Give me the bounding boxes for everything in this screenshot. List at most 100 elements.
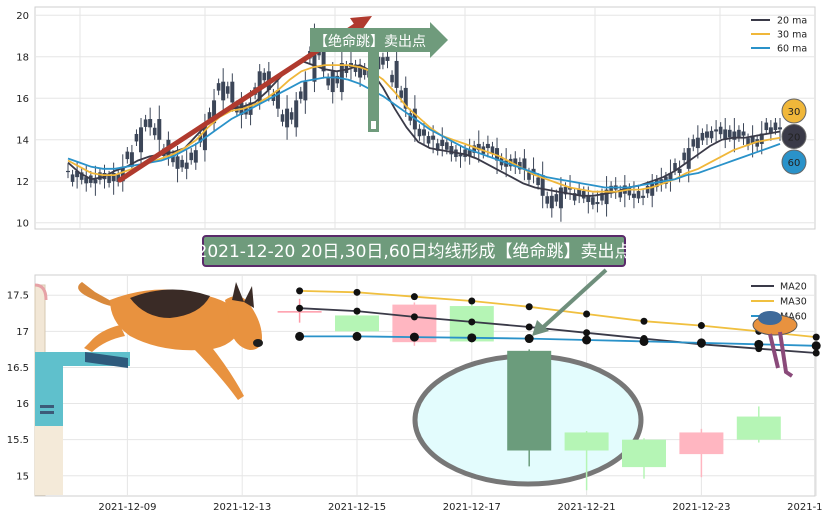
top-legend-label: 20 ma bbox=[777, 16, 807, 27]
bottom-candle-body bbox=[564, 432, 609, 451]
top-candle-body bbox=[595, 202, 600, 205]
bottom-series-point bbox=[583, 329, 591, 337]
top-candle-body bbox=[577, 189, 582, 196]
top-candle-body bbox=[289, 112, 294, 120]
bottom-y-tick-label: 16 bbox=[16, 399, 29, 410]
callout-pointer-head bbox=[532, 320, 549, 336]
top-candle-body bbox=[704, 131, 709, 138]
bottom-y-tick-label: 16.5 bbox=[7, 363, 29, 374]
annotation-down-bar bbox=[368, 52, 379, 132]
bottom-series-point bbox=[812, 349, 820, 357]
bottom-legend-label: MA30 bbox=[780, 297, 807, 308]
top-candle-body bbox=[390, 74, 394, 83]
top-candle-body bbox=[134, 133, 139, 142]
diving-platform-illustration bbox=[34, 283, 130, 496]
top-candle-body bbox=[120, 166, 125, 182]
top-candle-body bbox=[66, 170, 70, 173]
top-candle-body bbox=[759, 133, 764, 144]
bottom-x-tick-label: 2021-12-09 bbox=[98, 502, 156, 513]
top-candle-body bbox=[381, 57, 385, 65]
top-candle-body bbox=[604, 189, 609, 205]
bottom-series-point bbox=[295, 331, 305, 341]
top-candle-body bbox=[202, 123, 207, 151]
top-candle-body bbox=[718, 126, 723, 135]
top-candle-body bbox=[280, 114, 285, 122]
top-candle-body bbox=[641, 195, 646, 198]
top-candle-body bbox=[125, 151, 130, 160]
top-candle-body bbox=[212, 100, 217, 124]
top-candle-body bbox=[586, 195, 591, 203]
bottom-y-tick-label: 15 bbox=[16, 471, 29, 482]
top-y-tick-label: 10 bbox=[16, 218, 29, 229]
top-candle-body bbox=[737, 129, 741, 138]
top-candle-body bbox=[79, 172, 84, 180]
top-legend-label: 30 ma bbox=[777, 30, 807, 41]
top-candle-body bbox=[431, 135, 436, 140]
top-candle-body bbox=[294, 100, 299, 128]
dog-ear bbox=[244, 286, 254, 308]
ma-badge-circle bbox=[781, 149, 807, 175]
top-candle-body bbox=[600, 193, 604, 201]
bottom-series-point bbox=[410, 313, 418, 321]
dog-nose bbox=[253, 339, 263, 347]
top-candle-body bbox=[171, 154, 175, 163]
platform-tower-water bbox=[35, 366, 63, 426]
top-candle-body bbox=[175, 156, 180, 169]
top-candle-body bbox=[353, 64, 358, 72]
top-candle-body bbox=[216, 83, 221, 91]
top-candle-body bbox=[668, 172, 673, 180]
top-candle-body bbox=[650, 183, 655, 196]
jumping-figure-illustration bbox=[752, 311, 798, 378]
top-candle-body bbox=[467, 150, 472, 157]
callout-box bbox=[202, 235, 626, 267]
bottom-series-point bbox=[696, 338, 706, 348]
top-candle-body bbox=[572, 193, 577, 201]
top-candle-body bbox=[554, 194, 559, 202]
top-candle-body bbox=[426, 136, 431, 144]
top-candle-body bbox=[93, 179, 98, 184]
bottom-series-point bbox=[525, 303, 533, 311]
top-candle-body bbox=[335, 75, 340, 84]
bottom-candle-body bbox=[736, 416, 781, 440]
bottom-callout: 2021-12-20 20日,30日,60日均线形成【绝命跳】卖出点 bbox=[197, 235, 631, 336]
bottom-series-line-MA30 bbox=[299, 290, 817, 338]
bottom-candle-body bbox=[277, 311, 322, 313]
bottom-series-point bbox=[754, 339, 764, 349]
top-candle-body bbox=[741, 131, 746, 136]
red-arrow-head bbox=[350, 16, 372, 33]
bottom-candles bbox=[277, 298, 781, 491]
top-candle-body bbox=[686, 148, 691, 169]
top-candle-body bbox=[275, 89, 280, 109]
bottom-series-point bbox=[812, 333, 820, 341]
bottom-series-point bbox=[467, 333, 477, 343]
top-candle-body bbox=[458, 154, 463, 157]
bottom-candle-body bbox=[622, 439, 666, 468]
top-candle-body bbox=[545, 196, 550, 204]
top-candle-body bbox=[518, 161, 522, 170]
top-candle-body bbox=[527, 172, 531, 180]
bottom-series-point bbox=[582, 335, 592, 345]
top-candle-body bbox=[445, 142, 449, 150]
top-candle-body bbox=[691, 139, 696, 147]
top-candle-body bbox=[157, 119, 162, 140]
top-candle-body bbox=[362, 67, 367, 76]
top-y-tick-label: 14 bbox=[16, 135, 29, 146]
top-candle-body bbox=[764, 122, 769, 131]
ma-badge-label: 60 bbox=[788, 158, 801, 169]
callout-pointer-shaft bbox=[538, 268, 608, 332]
ma-badge-label: 30 bbox=[788, 107, 801, 118]
figure-shirt bbox=[758, 311, 782, 325]
top-candle-body bbox=[778, 127, 782, 130]
dog-hind-leg bbox=[84, 325, 125, 352]
top-candle-body bbox=[463, 149, 467, 158]
top-candle-body bbox=[472, 145, 477, 153]
top-candle-body bbox=[152, 127, 157, 136]
bottom-series-point bbox=[409, 332, 419, 342]
top-y-tick-label: 16 bbox=[16, 94, 29, 105]
top-candle-body bbox=[695, 137, 700, 149]
ma-badge-circle bbox=[781, 124, 807, 149]
annotation-label: 【绝命跳】卖出点 bbox=[314, 33, 426, 50]
top-candle-body bbox=[75, 170, 80, 178]
top-series-line-30-ma bbox=[67, 64, 781, 193]
